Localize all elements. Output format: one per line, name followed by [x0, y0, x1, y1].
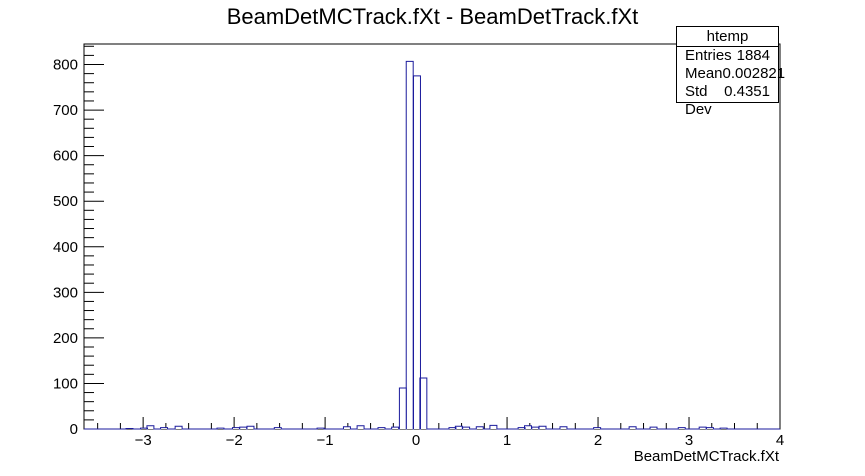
- histogram-bar: [518, 427, 526, 429]
- y-tick-label: 600: [53, 148, 78, 165]
- histogram-bar: [399, 387, 407, 429]
- chart-title: BeamDetMCTrack.fXt - BeamDetTrack.fXt: [226, 4, 639, 29]
- y-tick-label: 200: [53, 330, 78, 347]
- histogram-bar: [239, 427, 247, 429]
- stats-mean-value: 0.002821: [722, 65, 786, 82]
- histogram-bar: [629, 426, 637, 429]
- y-tick-label: 0: [70, 421, 78, 438]
- histogram-bar: [650, 427, 658, 429]
- histogram-bar: [524, 425, 532, 429]
- y-tick-label: 800: [53, 57, 78, 74]
- histogram-bar: [274, 427, 282, 429]
- histogram-outline: [84, 60, 780, 430]
- histogram-bars: [126, 61, 728, 430]
- stats-row-mean: Mean 0.002821: [677, 65, 785, 83]
- major-ticks: [84, 64, 781, 430]
- stats-stddev-value: 0.4351: [724, 83, 770, 100]
- histogram-bar: [699, 427, 707, 429]
- histogram-bar: [232, 427, 240, 429]
- histogram-bar: [146, 425, 154, 429]
- histogram-bar: [419, 377, 427, 429]
- x-tick-label: 3: [685, 432, 693, 449]
- x-tick-label: 2: [594, 432, 602, 449]
- histogram-bar: [378, 427, 385, 429]
- histogram-bar: [406, 61, 414, 430]
- stats-row-entries: Entries 1884: [677, 47, 778, 65]
- x-tick-label: 0: [412, 432, 420, 449]
- y-tick-label: 700: [53, 102, 78, 119]
- histogram-bar: [489, 425, 497, 429]
- y-tick-label: 400: [53, 239, 78, 256]
- histogram-bar: [160, 427, 168, 429]
- x-tick-label: 1: [503, 432, 511, 449]
- y-tick-label: 300: [53, 284, 78, 301]
- histogram-bar: [462, 427, 470, 429]
- histogram-bar: [593, 427, 601, 429]
- x-tick-label: −1: [317, 432, 334, 449]
- histogram-bar: [343, 426, 351, 429]
- histogram-bar: [247, 426, 254, 429]
- stats-mean-label: Mean: [685, 65, 723, 82]
- histogram-bar: [678, 427, 686, 429]
- stats-entries-label: Entries: [685, 47, 732, 64]
- stats-stddev-label: Std Dev: [685, 83, 712, 118]
- histogram-bar: [455, 426, 463, 429]
- histogram-bar: [391, 427, 399, 429]
- tick-labels: −3 −2 −1 0 1 2 3 4 0 100 200 300 400 500 600 700 800: [53, 57, 784, 449]
- x-axis-label: BeamDetMCTrack.fXt: [634, 448, 780, 465]
- histogram-bar: [706, 427, 714, 429]
- stats-entries-value: 1884: [736, 47, 770, 64]
- histogram-bar: [448, 427, 456, 429]
- histogram-bar: [413, 75, 421, 429]
- x-tick-label: −2: [226, 432, 243, 449]
- stats-title: htemp: [677, 27, 778, 47]
- histogram-bar: [175, 426, 183, 429]
- x-tick-label: −3: [135, 432, 152, 449]
- y-tick-label: 100: [53, 375, 78, 392]
- histogram-bar: [559, 426, 567, 429]
- x-tick-label: 4: [776, 432, 784, 449]
- histogram-bar: [357, 425, 365, 429]
- stats-row-stddev: Std Dev 0.4351: [677, 83, 778, 118]
- y-tick-label: 500: [53, 193, 78, 210]
- histogram-bar: [539, 426, 547, 429]
- histogram-bar: [476, 426, 484, 429]
- stats-box: htemp Entries 1884 Mean 0.002821 Std Dev…: [676, 26, 785, 118]
- histogram-bar: [531, 427, 539, 429]
